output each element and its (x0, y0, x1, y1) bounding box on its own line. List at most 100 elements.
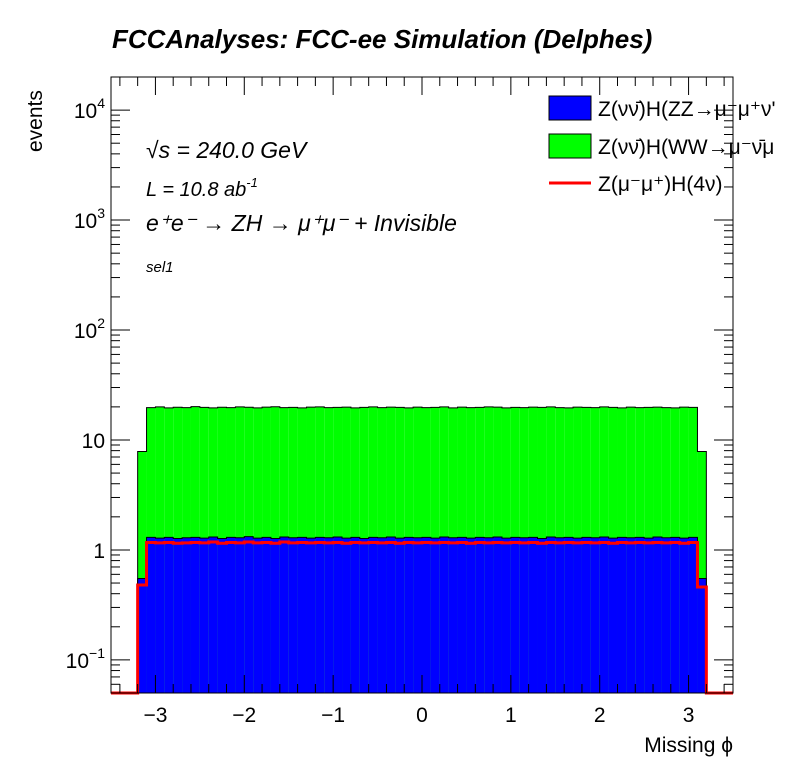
series-0-bar (475, 537, 485, 693)
series-0-bar (653, 537, 662, 693)
series-0-bar (199, 538, 209, 693)
series-0-bar (350, 537, 360, 693)
y-tick-base: 1 (93, 540, 105, 563)
y-tick-label: 10 (82, 430, 105, 453)
selection-label: sel1 (146, 259, 174, 276)
x-tick-label: 2 (594, 704, 606, 727)
series-0-bar (439, 537, 449, 693)
series-0-bar (288, 537, 298, 693)
y-tick-base: 10 (74, 210, 97, 233)
y-tick-label: 104 (74, 95, 105, 123)
series-0-bar (599, 537, 609, 693)
series-0-bar (279, 537, 289, 693)
chart-title: FCCAnalyses: FCC-ee Simulation (Delphes) (112, 24, 652, 54)
series-0-bar (324, 537, 334, 693)
process-label: e⁺e⁻ → ZH → μ⁺μ⁻ + Invisible (146, 210, 457, 236)
series-0-bar (457, 537, 467, 693)
series-0-bar (244, 536, 254, 693)
series-0-bar (217, 538, 227, 693)
y-tick-base: 10 (66, 650, 89, 673)
legend: Z(νν̄)H(ZZ→μ⁻μ⁺ν' Z(νν̄)H(WW→μ⁻ν̄μ Z(μ⁻μ… (548, 95, 776, 196)
x-axis-ticks: −3 −2 −1 0 1 2 3 (119, 77, 725, 727)
y-tick-label: 10−1 (66, 645, 106, 673)
legend-swatch-ww (548, 133, 592, 159)
series-0-bar (155, 538, 165, 693)
y-tick-exp: 3 (97, 205, 105, 221)
series-0-bar (679, 538, 689, 693)
annotations: √s = 240.0 GeV L = 10.8 ab-1 e⁺e⁻ → ZH →… (146, 137, 457, 276)
y-tick-label: 103 (74, 205, 105, 233)
series-0-bar (501, 538, 511, 693)
y-axis-label: events (24, 90, 47, 152)
y-tick-label: 1 (93, 540, 105, 563)
series-0-bar (413, 537, 422, 693)
series-0-bar (137, 578, 147, 693)
x-axis-label: Missing ϕ (644, 734, 733, 757)
series-0-outline (111, 536, 733, 694)
series-0-bar (368, 537, 378, 693)
x-tick-label: −3 (143, 704, 167, 727)
series-0-bar (315, 537, 325, 693)
series-0-bar (270, 538, 280, 693)
series-0-bar (342, 538, 351, 693)
series-1-bar (697, 451, 707, 693)
series-0-bar (235, 537, 245, 693)
x-tick-label: −2 (232, 704, 256, 727)
series-0-bar (208, 537, 218, 693)
series-0-bar (430, 538, 440, 693)
series-0-bar (226, 537, 236, 693)
legend-label-mumu: Z(μ⁻μ⁺)H(4ν) (598, 173, 723, 196)
series-0-bar (359, 538, 369, 693)
series-0-bar (617, 537, 627, 693)
series-0-bar (484, 537, 494, 693)
series-0-bar (555, 537, 565, 693)
series-0-bar (573, 538, 582, 693)
legend-label-ww: Z(νν̄)H(WW→μ⁻ν̄μ (598, 136, 774, 159)
series-0-bar (395, 538, 405, 693)
sqrt-s-symbol: √s (146, 137, 171, 163)
series-0-bar (537, 538, 547, 693)
y-tick-exp: −1 (89, 645, 105, 661)
series-0-bar (626, 537, 636, 693)
sqrt-s-label: √s = 240.0 GeV (146, 137, 309, 163)
legend-entry-ww: Z(νν̄)H(WW→μ⁻ν̄μ (548, 133, 774, 159)
series-0-bar (644, 538, 654, 693)
legend-entry-zz: Z(νν̄)H(ZZ→μ⁻μ⁺ν' (548, 95, 776, 121)
y-tick-exp: 2 (97, 315, 105, 331)
series-0-bar (386, 537, 396, 693)
series-0-bar (510, 537, 520, 693)
x-tick-label: 1 (505, 704, 517, 727)
series-0-bar (528, 537, 538, 693)
sqrt-s-value: = 240.0 GeV (170, 137, 309, 163)
series-0-bar (190, 537, 200, 693)
series-0-bar (519, 537, 529, 693)
x-tick-label: −1 (321, 704, 345, 727)
series-0-bar (688, 537, 698, 693)
series-0-bar (164, 537, 174, 693)
series-0-bar (146, 537, 156, 693)
y-tick-base: 10 (74, 100, 97, 123)
series-0-bar (546, 537, 556, 693)
series-0-bar (466, 538, 476, 693)
series-0-bar (581, 537, 591, 693)
series-0-bar (448, 537, 458, 693)
series-0-bar (493, 537, 502, 693)
series-0-bars (111, 536, 733, 694)
series-0-bar (661, 537, 671, 693)
series-0-bar (253, 538, 263, 693)
x-tick-label: 3 (683, 704, 695, 727)
series-1-bar (137, 451, 147, 693)
line-series (111, 540, 733, 695)
series-0-bar (182, 537, 191, 693)
series-0-bar (262, 537, 271, 693)
stack-fills (111, 406, 733, 694)
series-0-bar (697, 578, 707, 693)
luminosity-value: L = 10.8 ab (146, 179, 246, 201)
y-tick-base: 10 (74, 320, 97, 343)
series-0-bar (590, 537, 600, 693)
series-0-bar (670, 537, 680, 693)
legend-entry-mumu: Z(μ⁻μ⁺)H(4ν) (549, 173, 723, 196)
series-0-bar (306, 538, 316, 693)
